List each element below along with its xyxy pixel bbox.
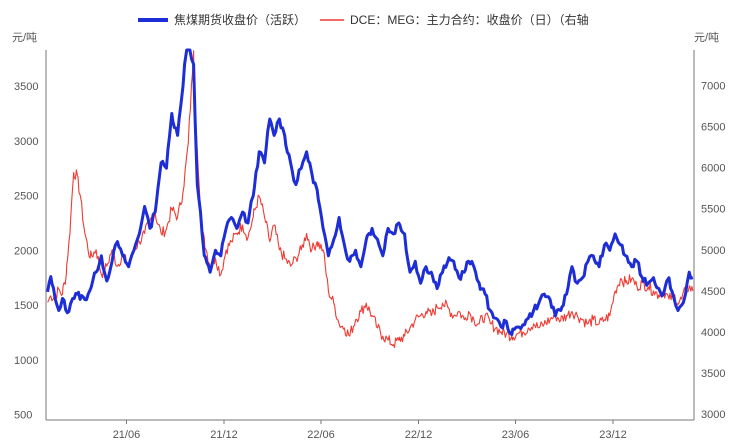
legend-label-meg: DCE：MEG：主力合约：收盘价（日）（右轴 (350, 12, 589, 27)
legend-label-coking-coal: 焦煤期货收盘价（活跃） (174, 12, 306, 27)
right-tick-label: 3500 (701, 368, 725, 380)
left-tick-label: 2500 (14, 191, 38, 203)
right-tick-label: 5000 (701, 245, 725, 257)
right-tick-label: 7000 (701, 80, 725, 92)
left-tick-label: 3000 (14, 136, 38, 148)
left-tick-label: 1000 (14, 355, 38, 367)
right-tick-label: 4000 (701, 327, 725, 339)
left-axis-ticks: 500 1000 1500 2000 2500 3000 3500 (14, 81, 38, 421)
plot-area (46, 48, 694, 349)
left-axis-unit: 元/吨 (12, 31, 37, 44)
right-tick-label: 3000 (701, 409, 725, 421)
x-tick-label: 22/06 (307, 429, 335, 441)
x-tick-label: 21/06 (113, 429, 141, 441)
left-tick-label: 1500 (14, 300, 38, 312)
left-tick-label: 500 (14, 410, 32, 422)
x-tick-label: 23/06 (502, 429, 530, 441)
right-tick-label: 6000 (701, 163, 725, 175)
right-axis-ticks: 3000 3500 4000 4500 5000 5500 6000 6500 7000 (701, 80, 725, 421)
series-line-coking-coal (46, 48, 694, 337)
x-tick-label: 22/12 (405, 429, 433, 441)
right-axis-unit: 元/吨 (694, 31, 719, 44)
right-tick-label: 4500 (701, 286, 725, 298)
right-tick-label: 6500 (701, 121, 725, 133)
series-line-meg (47, 50, 694, 349)
x-tick-label: 21/12 (210, 429, 238, 441)
x-tick-label: 23/12 (599, 429, 627, 441)
legend: 焦煤期货收盘价（活跃） DCE：MEG：主力合约：收盘价（日）（右轴 (138, 12, 589, 27)
x-axis-ticks: 21/06 21/12 22/06 22/12 23/06 23/12 (113, 420, 627, 441)
left-tick-label: 2000 (14, 245, 38, 257)
left-tick-label: 3500 (14, 81, 38, 93)
right-tick-label: 5500 (701, 204, 725, 216)
